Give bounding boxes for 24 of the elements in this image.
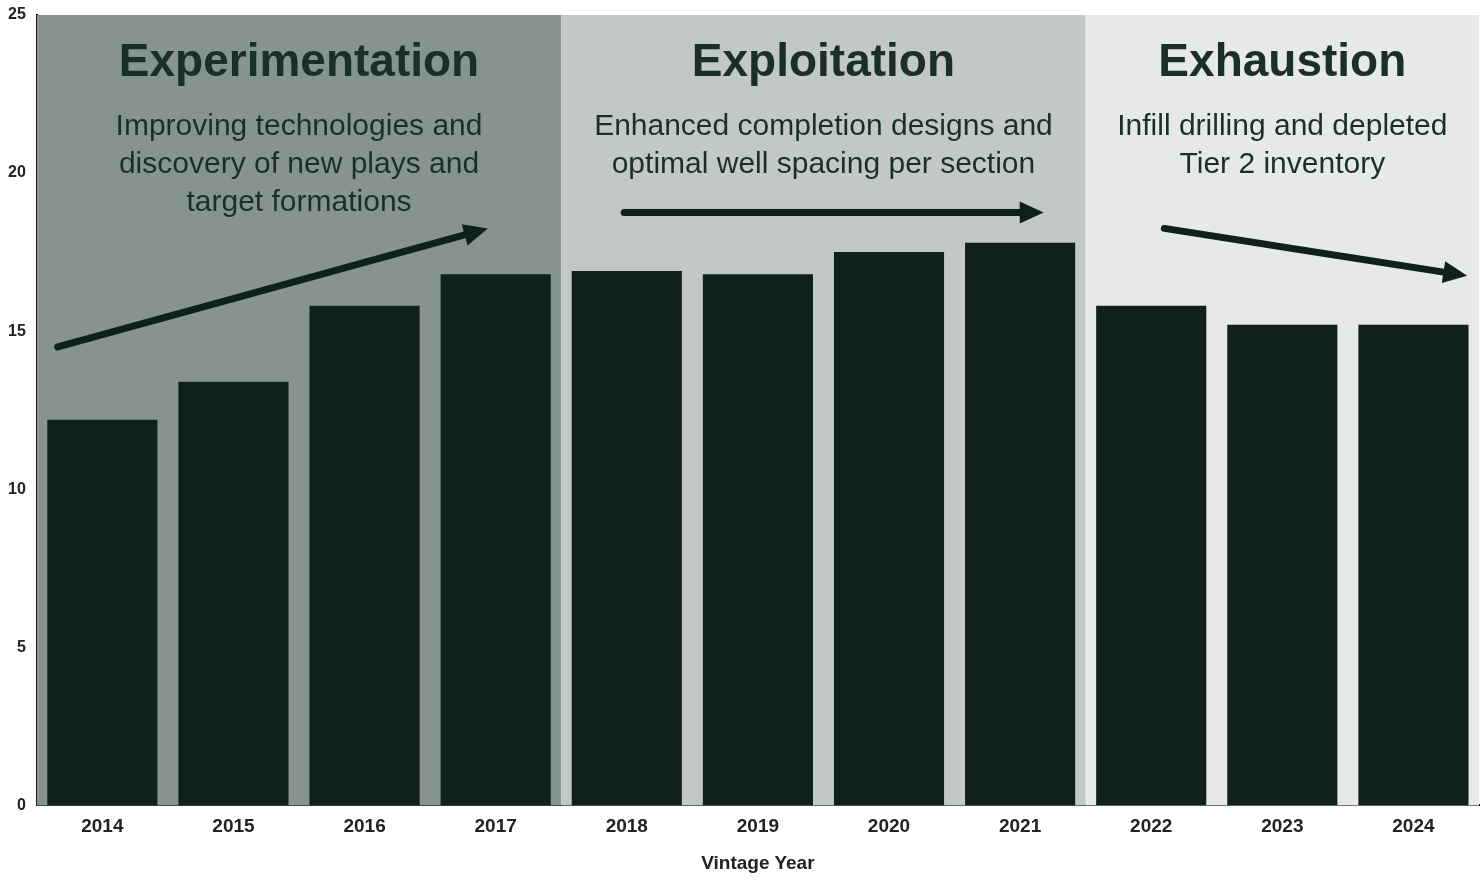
x-tick-label: 2024 xyxy=(1392,815,1436,837)
annotation: Infill drilling and depleted Tier 2 inventory xyxy=(1117,108,1448,180)
band-label: Exhaustion xyxy=(1158,33,1407,86)
x-tick-label: 2016 xyxy=(343,815,386,837)
x-tick-label: 2015 xyxy=(212,815,256,837)
x-tick-label: 2023 xyxy=(1261,815,1304,837)
x-axis-title: Vintage Year xyxy=(701,851,816,873)
annotation: Improving technologies and discovery of new plays and target formations xyxy=(115,108,483,218)
y-tick-label: 10 xyxy=(8,479,26,497)
x-tick-label: 2020 xyxy=(867,815,911,837)
band-label: Exploitation xyxy=(691,33,956,86)
y-tick-label: 0 xyxy=(16,795,26,813)
x-tick-label: 2022 xyxy=(1130,815,1173,837)
y-tick-label: 25 xyxy=(8,5,26,23)
x-tick-label: 2014 xyxy=(81,815,124,837)
x-tick-label: 2021 xyxy=(998,815,1042,837)
x-tick-label: 2019 xyxy=(736,815,780,837)
x-tick-label: 2017 xyxy=(474,815,517,837)
y-tick-label: 5 xyxy=(16,637,26,655)
band-label: Experimentation xyxy=(118,33,480,86)
annotation: Enhanced completion designs and optimal well spacing per section xyxy=(594,108,1053,180)
x-tick-label: 2018 xyxy=(605,815,648,837)
y-tick-label: 20 xyxy=(8,163,26,181)
y-tick-label: 15 xyxy=(8,321,26,339)
